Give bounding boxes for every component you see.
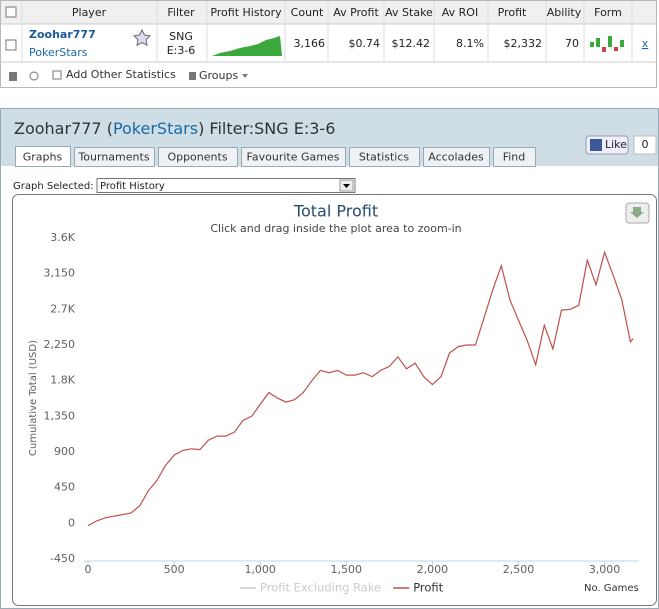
profit-sparkline bbox=[212, 36, 282, 56]
graph-selected-label: Graph Selected: bbox=[13, 181, 94, 192]
y-tick-label: 2.7K bbox=[50, 302, 75, 315]
tab[interactable] bbox=[241, 147, 346, 167]
y-tick-label: 3.6K bbox=[50, 231, 75, 244]
select-arrow bbox=[343, 184, 350, 188]
tab-label[interactable]: Opponents bbox=[167, 151, 227, 164]
graph-select[interactable] bbox=[96, 178, 356, 193]
y-tick-label: 1,350 bbox=[44, 409, 76, 422]
title-part: Zoohar777 ( bbox=[14, 119, 113, 138]
legend-label[interactable]: Profit Excluding Rake bbox=[260, 581, 381, 595]
like-icon bbox=[590, 139, 602, 151]
form-bars bbox=[590, 36, 624, 52]
panel-title: Zoohar777 (PokerStars) Filter:SNG E:3-6 bbox=[14, 119, 335, 138]
select-all-checkbox[interactable] bbox=[5, 6, 17, 18]
column-header[interactable]: Profit bbox=[498, 6, 527, 19]
column-header[interactable]: Av ROI bbox=[442, 6, 478, 19]
x-tick-label: 1,000 bbox=[244, 563, 276, 576]
tabs: Graphs Tournaments Opponents Favourite Game… bbox=[15, 146, 536, 167]
y-tick-label: 1.8K bbox=[50, 374, 75, 387]
y-axis-label: Cumulative Total (USD) bbox=[28, 340, 39, 456]
toolbar-icons bbox=[9, 70, 248, 81]
chart-subtitle: Click and drag inside the plot area to z… bbox=[210, 222, 461, 235]
remove-row[interactable]: x bbox=[642, 37, 649, 50]
column-header[interactable]: Av Stake bbox=[385, 6, 433, 19]
tab[interactable] bbox=[158, 147, 238, 167]
chart-title: Total Profit bbox=[293, 202, 378, 221]
tab-label[interactable]: Favourite Games bbox=[247, 151, 340, 164]
profit-line bbox=[87, 250, 634, 527]
av-roi: 8.1% bbox=[456, 37, 484, 50]
x-tick-label: 1,500 bbox=[331, 563, 363, 576]
count: 3,166 bbox=[294, 37, 326, 50]
chart-box bbox=[12, 194, 657, 606]
tab-label[interactable]: Tournaments bbox=[77, 151, 149, 164]
profit: $2,332 bbox=[504, 37, 543, 50]
column-header[interactable]: Count bbox=[291, 6, 324, 19]
like-count-box bbox=[633, 135, 657, 155]
add-statistics-button[interactable]: Add Other Statistics bbox=[66, 68, 176, 81]
tab[interactable] bbox=[423, 147, 490, 167]
column-dividers bbox=[21, 1, 633, 62]
graph-select-value: Profit History bbox=[100, 181, 165, 192]
tab[interactable] bbox=[15, 146, 71, 167]
title-part: ) Filter:SNG E:3-6 bbox=[198, 119, 335, 138]
export-icon bbox=[630, 207, 644, 218]
column-header[interactable]: Player bbox=[72, 6, 107, 19]
y-tick-label: 3,150 bbox=[44, 267, 76, 280]
x-tick-label: 3,000 bbox=[589, 563, 621, 576]
tab[interactable] bbox=[74, 147, 155, 167]
column-header[interactable]: Ability bbox=[547, 6, 582, 19]
groups-button[interactable]: Groups bbox=[199, 69, 238, 82]
av-stake: $12.42 bbox=[392, 37, 431, 50]
player-name[interactable]: Zoohar777 bbox=[29, 28, 96, 41]
column-header[interactable]: Filter bbox=[167, 6, 195, 19]
player-network[interactable]: PokerStars bbox=[29, 46, 88, 59]
column-header[interactable]: Av Profit bbox=[333, 6, 379, 19]
title-network-link[interactable]: PokerStars bbox=[113, 119, 198, 138]
tab-label[interactable]: Find bbox=[503, 151, 526, 164]
y-tick-label: -450 bbox=[50, 552, 75, 565]
av-profit: $0.74 bbox=[349, 37, 381, 50]
y-tick-label: 2,250 bbox=[44, 338, 76, 351]
filter-line: E:3-6 bbox=[167, 44, 196, 57]
tab[interactable] bbox=[349, 147, 420, 167]
tab-label[interactable]: Statistics bbox=[359, 151, 410, 164]
y-tick-label: 0 bbox=[68, 516, 75, 529]
x-axis-label: No. Games bbox=[584, 583, 639, 594]
x-tick-label: 2,000 bbox=[417, 563, 449, 576]
favourite-star[interactable] bbox=[132, 28, 152, 47]
plot: 0 500 1,000 1,500 2,000 2,500 3,000 -450 0 450 900… bbox=[44, 231, 639, 595]
column-header[interactable]: Profit History bbox=[210, 6, 282, 19]
tab-label[interactable]: Accolades bbox=[428, 151, 484, 164]
x-tick-label: 0 bbox=[85, 563, 92, 576]
like-label[interactable]: Like bbox=[605, 138, 627, 151]
filter-line: SNG bbox=[169, 30, 193, 43]
x-tick-label: 500 bbox=[164, 563, 185, 576]
like-count: 0 bbox=[642, 138, 649, 151]
y-tick-label: 900 bbox=[54, 445, 75, 458]
tab-label[interactable]: Graphs bbox=[23, 151, 63, 164]
column-header[interactable]: Form bbox=[594, 6, 622, 19]
legend-label[interactable]: Profit bbox=[413, 581, 443, 595]
ability: 70 bbox=[565, 37, 579, 50]
x-tick-label: 2,500 bbox=[503, 563, 535, 576]
y-tick-label: 450 bbox=[54, 481, 75, 494]
tab[interactable] bbox=[493, 147, 536, 167]
row-checkbox[interactable] bbox=[5, 39, 17, 51]
